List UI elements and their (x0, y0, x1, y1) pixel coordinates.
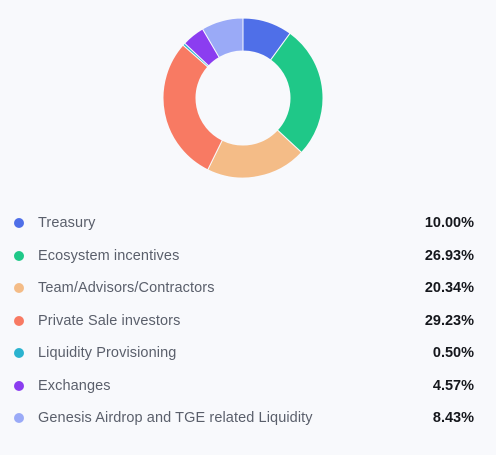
legend-label: Treasury (38, 215, 96, 232)
legend-value: 4.57% (432, 377, 474, 394)
legend-label: Ecosystem incentives (38, 247, 180, 264)
donut-slice-genesis-airdrop-and-tge-related-liquidity[interactable] (201, 17, 244, 59)
legend-item-team-advisors-contractors[interactable]: Team/Advisors/Contractors 20.34% (14, 272, 474, 305)
legend-label: Exchanges (38, 377, 111, 394)
legend-item-private-sale-investors[interactable]: Private Sale investors 29.23% (14, 305, 474, 338)
donut-slice-private-sale-investors[interactable] (162, 44, 223, 171)
legend-value: 10.00% (424, 215, 474, 232)
legend-item-liquidity-provisioning[interactable]: Liquidity Provisioning 0.50% (14, 337, 474, 370)
legend-item-ecosystem-incentives[interactable]: Ecosystem incentives 26.93% (14, 240, 474, 273)
legend-label: Private Sale investors (38, 312, 181, 329)
legend-marker (14, 218, 24, 229)
legend-marker (14, 413, 24, 424)
donut-chart-svg (162, 17, 324, 179)
legend-marker (14, 348, 24, 359)
legend-value: 26.93% (424, 247, 474, 264)
legend-value: 29.23% (424, 312, 474, 329)
donut-chart (161, 16, 325, 180)
legend-item-treasury[interactable]: Treasury 10.00% (14, 207, 474, 240)
legend-value: 20.34% (424, 280, 474, 297)
legend-label: Team/Advisors/Contractors (38, 280, 215, 297)
legend-value: 0.50% (432, 345, 474, 362)
legend-marker (14, 283, 24, 294)
legend-marker (14, 315, 24, 326)
chart-legend: Treasury 10.00% Ecosystem incentives 26.93%… (14, 207, 474, 435)
legend-label: Liquidity Provisioning (38, 345, 177, 362)
legend-marker (14, 380, 24, 391)
legend-label: Genesis Airdrop and TGE related Liquidit… (38, 410, 313, 427)
legend-item-exchanges[interactable]: Exchanges 4.57% (14, 370, 474, 403)
legend-item-genesis-airdrop-and-tge-related-liquidity[interactable]: Genesis Airdrop and TGE related Liquidit… (14, 402, 474, 435)
legend-marker (14, 250, 24, 261)
donut-slice-ecosystem-incentives[interactable] (269, 32, 324, 154)
legend-value: 8.43% (432, 410, 474, 427)
